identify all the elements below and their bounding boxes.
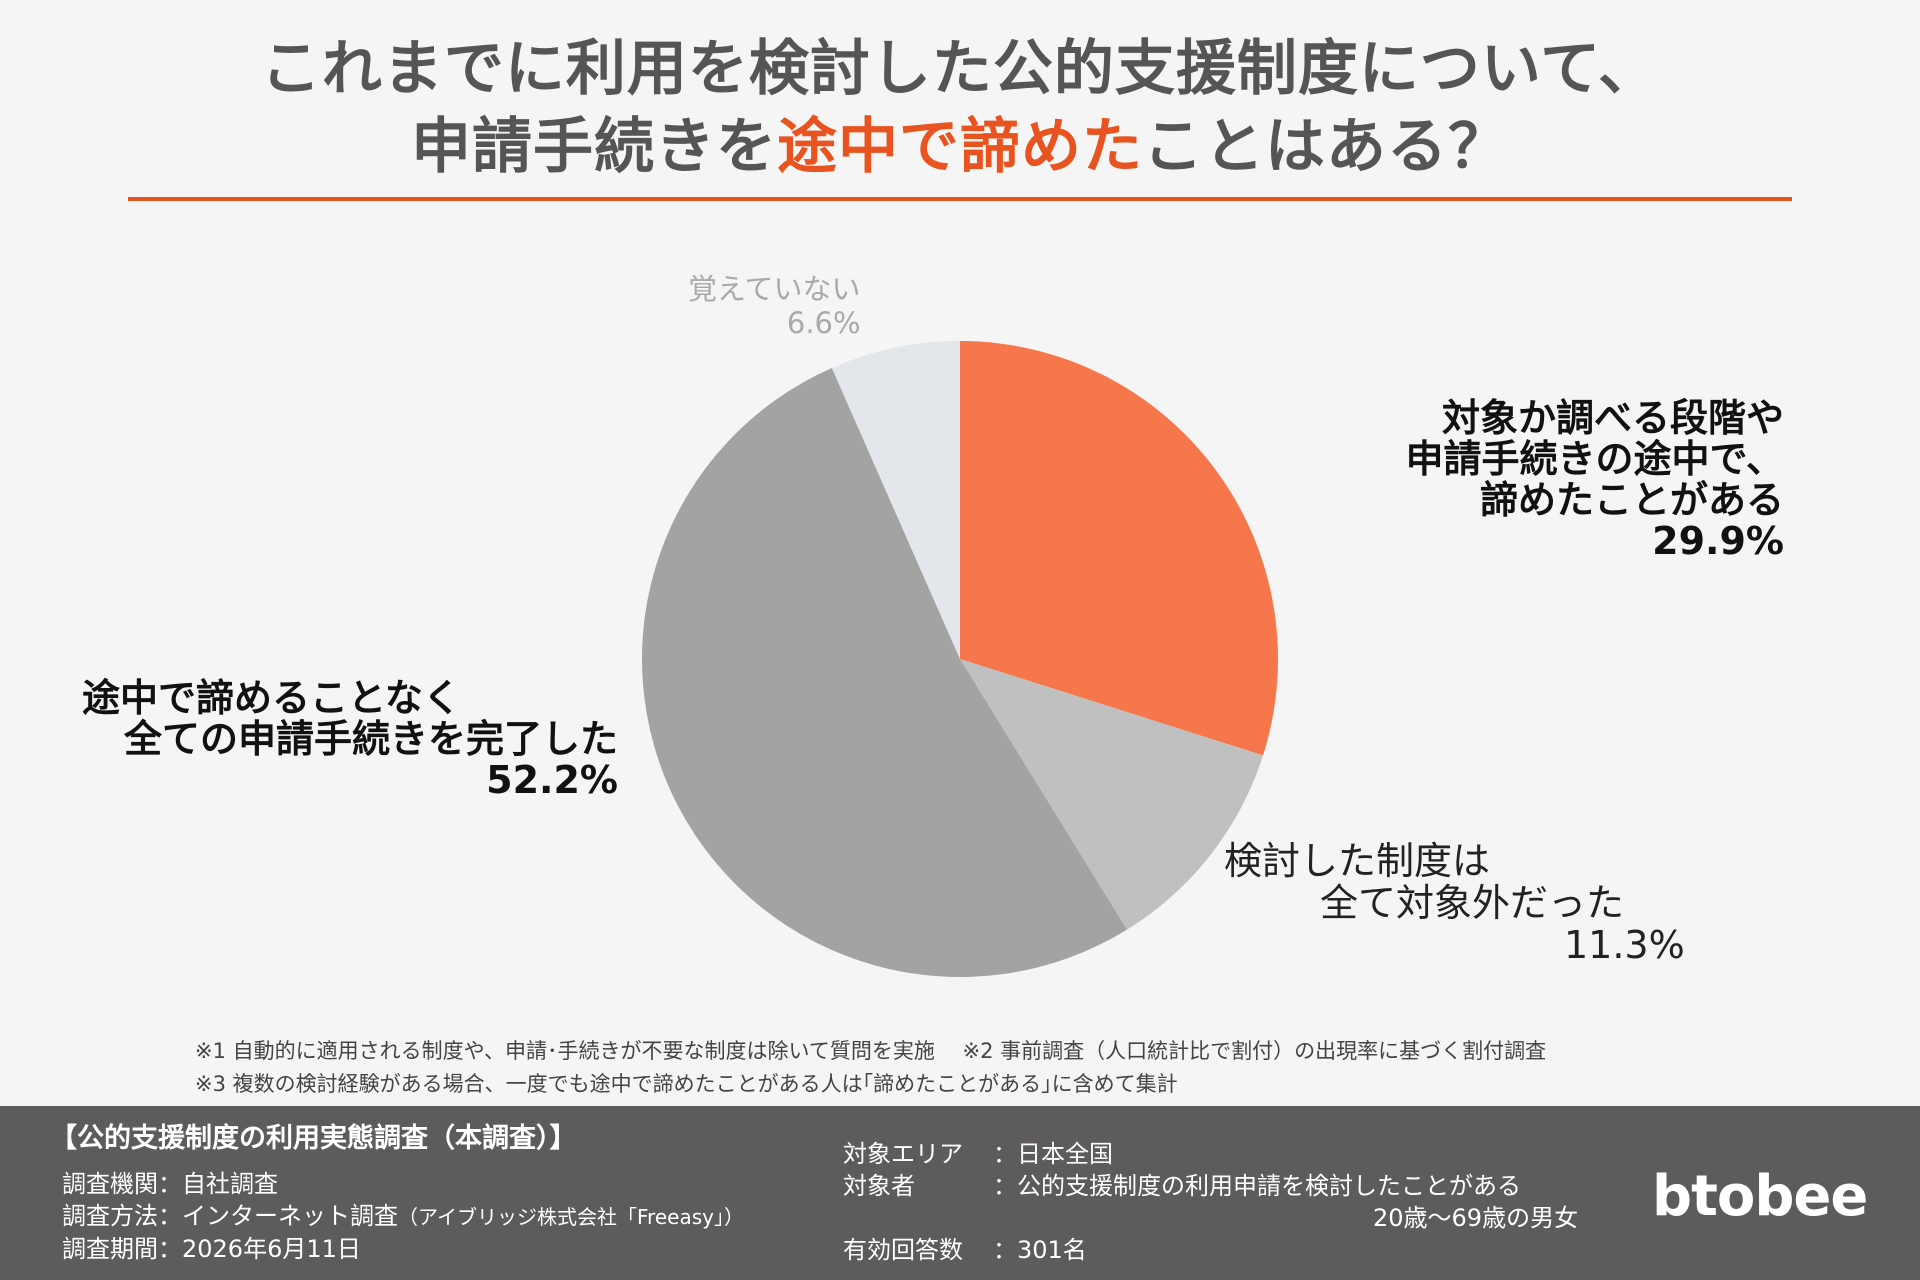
footnote-2: ※3 複数の検討経験がある場合、一度でも途中で諦めたことがある人は｢諦めたことが… [195,1072,1178,1096]
survey-area-key: 対象エリア [843,1140,963,1168]
slice-2-line-1: 全ての申請手続きを完了した [124,717,619,761]
slice-0-line-2: 諦めたことがある [1479,478,1784,522]
slice-label-3: 覚えていない 6.6% [688,272,861,340]
pie-slice-3 [831,341,960,659]
survey-target-val2: 20歳〜69歳の男女 [1373,1204,1579,1232]
survey-target-val: ：公的支援制度の利用申請を検討したことがある [993,1172,1521,1200]
survey-method-suffix: （アイブリッジ株式会社「Freeasy」） [398,1205,744,1229]
pie-slice-1 [960,659,1264,930]
survey-title: 【公的支援制度の利用実態調査（本調査）】 [50,1123,577,1154]
btobee-logo: btobee [1652,1164,1868,1229]
slice-label-0: 対象か調べる段階や 申請手続きの途中で、 諦めたことがある 29.9% [1406,398,1784,562]
slice-1-line-0: 検討した制度は [1224,839,1491,883]
slice-label-2: 途中で諦めることなく 全ての申請手続きを完了した 52.2% [82,678,618,801]
survey-target-row: 対象者 ：公的支援制度の利用申請を検討したことがある [843,1170,1578,1202]
survey-count-key: 有効回答数 [843,1236,963,1264]
survey-period: 調査期間：2026年6月11日 [62,1235,361,1263]
survey-count-val: ：301名 [993,1236,1087,1264]
survey-footer: 【公的支援制度の利用実態調査（本調査）】 調査機関：自社調査 調査方法：インター… [0,1106,1920,1280]
survey-method-text: 調査方法：インターネット調査 [62,1202,398,1230]
title-underline [128,197,1792,201]
pie-slice-0 [960,341,1278,756]
title-line-1: これまでに利用を検討した公的支援制度について、 [260,34,1660,104]
survey-info-left: 調査機関：自社調査 調査方法：インターネット調査（アイブリッジ株式会社「Free… [62,1168,744,1265]
title-line-2-pre: 申請手続きを [411,112,777,182]
slice-0-value: 29.9% [1652,519,1784,563]
slice-2-value: 52.2% [486,758,619,802]
survey-method: 調査方法：インターネット調査（アイブリッジ株式会社「Freeasy」） [62,1200,744,1233]
title-highlight: 途中で諦めた [777,112,1143,182]
survey-area-val: ：日本全国 [993,1140,1113,1168]
footnotes: ※1 自動的に適用される制度や、申請･手続きが不要な制度は除いて質問を実施 ※2… [195,1035,1546,1101]
slice-3-line-0: 覚えていない [688,272,861,306]
title-line-2-post: ことはある？ [1143,112,1509,182]
slice-label-1: 検討した制度は 全て対象外だった 11.3% [1224,840,1685,966]
title-line-2: 申請手続きを途中で諦めたことはある？ [0,108,1920,186]
survey-count-row: 有効回答数 ：301名 [843,1234,1578,1266]
survey-info-right: 対象エリア ：日本全国 対象者 ：公的支援制度の利用申請を検討したことがある 20歳… [843,1138,1578,1266]
chart-title: これまでに利用を検討した公的支援制度について、 申請手続きを途中で諦めたことはあ… [0,30,1920,186]
pie-chart [642,341,1278,977]
footnote-1: ※1 自動的に適用される制度や、申請･手続きが不要な制度は除いて質問を実施 ※2… [195,1039,1547,1063]
slice-1-value: 11.3% [1564,923,1685,967]
survey-org: 調査機関：自社調査 [62,1170,278,1198]
slice-0-line-0: 対象か調べる段階や [1441,396,1784,440]
survey-area-row: 対象エリア ：日本全国 [843,1138,1578,1170]
survey-target-key: 対象者 [843,1172,915,1200]
slice-3-value: 6.6% [786,306,861,340]
pie-slice-2 [642,367,1128,977]
slice-1-line-1: 全て対象外だった [1320,881,1625,925]
slice-0-line-1: 申請手続きの途中で、 [1405,437,1784,481]
slice-2-line-0: 途中で諦めることなく [82,676,461,720]
